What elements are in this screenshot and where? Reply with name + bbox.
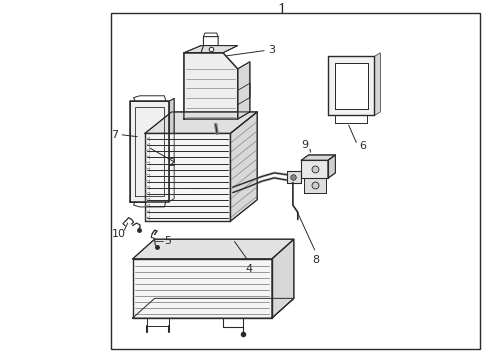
Polygon shape [230,112,257,221]
Polygon shape [272,239,294,318]
Polygon shape [130,101,169,202]
Polygon shape [238,83,250,105]
Text: 10: 10 [111,229,125,239]
Polygon shape [238,62,250,119]
Text: 4: 4 [245,264,252,274]
Text: 1: 1 [277,3,286,17]
Text: 6: 6 [359,141,366,151]
Polygon shape [304,178,326,193]
Polygon shape [184,53,238,119]
Polygon shape [145,134,230,221]
Text: 9: 9 [301,140,309,150]
Text: 3: 3 [269,45,275,55]
Polygon shape [301,160,328,178]
Polygon shape [301,155,335,160]
Text: 8: 8 [312,255,319,265]
Text: 5: 5 [164,236,171,246]
Text: 2: 2 [169,158,175,168]
Polygon shape [133,259,272,318]
Polygon shape [145,112,257,134]
Polygon shape [133,298,294,318]
Text: 7: 7 [111,130,118,140]
Bar [111,13,480,348]
Polygon shape [133,239,294,259]
Polygon shape [287,171,301,183]
Polygon shape [184,46,238,53]
Polygon shape [169,98,174,202]
Polygon shape [328,155,335,178]
Polygon shape [335,63,368,109]
Text: - - - - -: - - - - - [189,186,203,192]
Polygon shape [374,53,380,116]
Polygon shape [328,56,374,116]
